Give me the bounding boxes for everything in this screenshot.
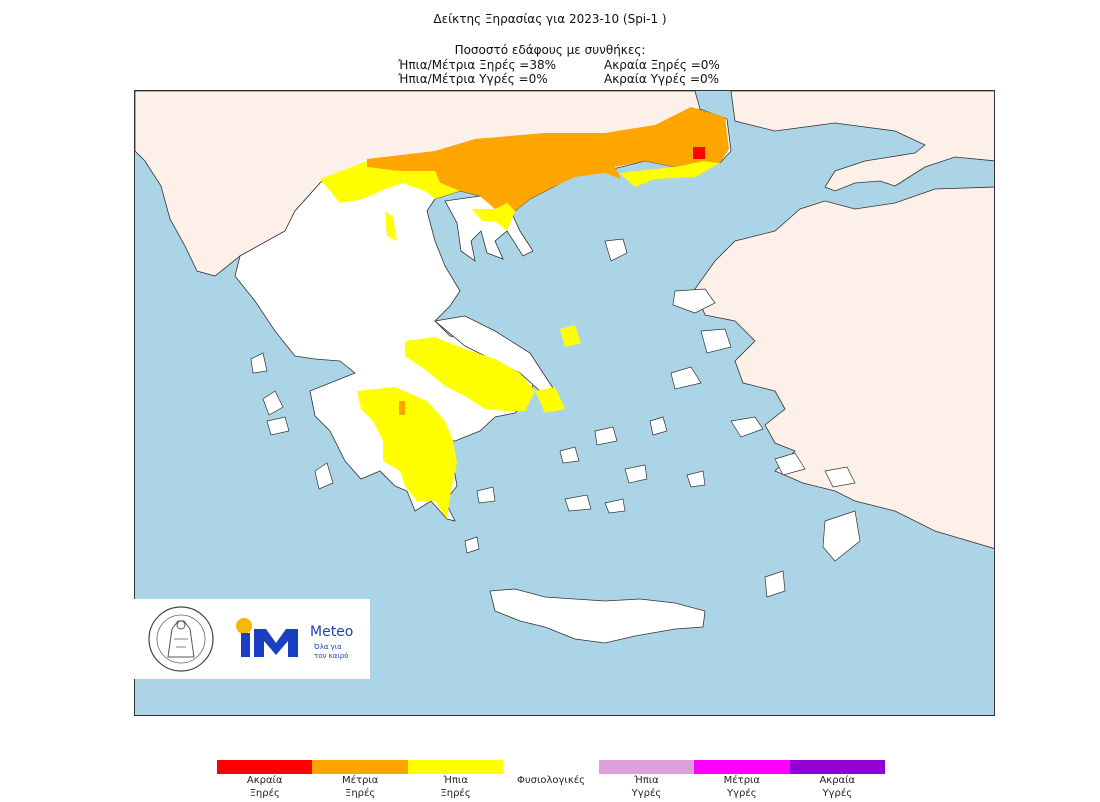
stat-mild-moderate-wet: Ήπια/Μέτρια Υγρές =0% — [398, 72, 548, 86]
stats-subtitle: Ποσοστό εδάφους με συνθήκες: — [454, 43, 646, 57]
legend-label-1: Μέτρια Ξηρές — [312, 774, 408, 800]
legend-label-line2: Ξηρές — [440, 788, 471, 799]
legend-swatch-6 — [789, 760, 885, 774]
legend-label-3: Φυσιολογικές — [503, 774, 599, 787]
moderate-dry-spot — [399, 401, 405, 415]
legend-label-line1: Ήπια — [634, 775, 659, 786]
extreme-dry-area — [693, 147, 705, 159]
legend-swatch-3 — [503, 760, 599, 774]
legend-label-5: Μέτρια Υγρές — [694, 774, 790, 800]
legend-label-line1: Ακραία — [246, 775, 283, 786]
map-title: Δείκτης Ξηρασίας για 2023-10 (Spi-1 ) — [433, 12, 667, 26]
legend-swatch-0 — [217, 760, 313, 774]
crete-island — [489, 588, 706, 644]
legend-label-4: Ήπια Υγρές — [598, 774, 694, 800]
anatolia-land — [694, 186, 994, 549]
university-seal-icon — [148, 606, 214, 672]
mild-dry-areas — [320, 161, 720, 519]
legend-label-2: Ήπια Ξηρές — [408, 774, 504, 800]
legend-colorbar — [217, 760, 885, 774]
legend-swatch-4 — [598, 760, 695, 774]
legend-swatch-5 — [694, 760, 790, 774]
legend-label-line2: Υγρές — [631, 788, 662, 799]
legend-swatch-2 — [407, 760, 504, 774]
legend-label-line1: Μέτρια — [341, 775, 379, 786]
meteo-tagline-2: τον καιρό — [314, 652, 349, 660]
legend-swatch-1 — [312, 760, 408, 774]
thrace-land — [730, 91, 994, 192]
stat-extreme-dry: Ακραία Ξηρές =0% — [604, 58, 720, 72]
legend-label-line1: Ακραία — [819, 775, 856, 786]
legend-label-line2: Υγρές — [727, 788, 757, 799]
aegean-islands — [250, 238, 861, 598]
legend-label-line2: Ξηρές — [345, 788, 376, 799]
legend-label-line1: Μέτρια — [723, 775, 761, 786]
meteo-name: Meteo — [310, 624, 354, 640]
stat-extreme-wet: Ακραία Υγρές =0% — [604, 72, 720, 86]
legend-label-line2: Ξηρές — [249, 788, 280, 799]
meteo-tagline-1: Όλα για — [314, 643, 342, 651]
legend-label-line1: Ήπια — [443, 775, 468, 786]
legend-label-line1: Φυσιολογικές — [516, 775, 585, 786]
legend-label-0: Ακραία Ξηρές — [217, 774, 313, 800]
stat-mild-moderate-dry: Ήπια/Μέτρια Ξηρές =38% — [398, 58, 557, 72]
logos-panel: Meteo Όλα για τον καιρό — [134, 599, 370, 679]
meteo-logo-icon — [236, 618, 298, 657]
legend-label-line2: Υγρές — [822, 788, 853, 799]
moderate-dry-areas — [367, 107, 729, 211]
legend-label-6: Ακραία Υγρές — [789, 774, 885, 800]
